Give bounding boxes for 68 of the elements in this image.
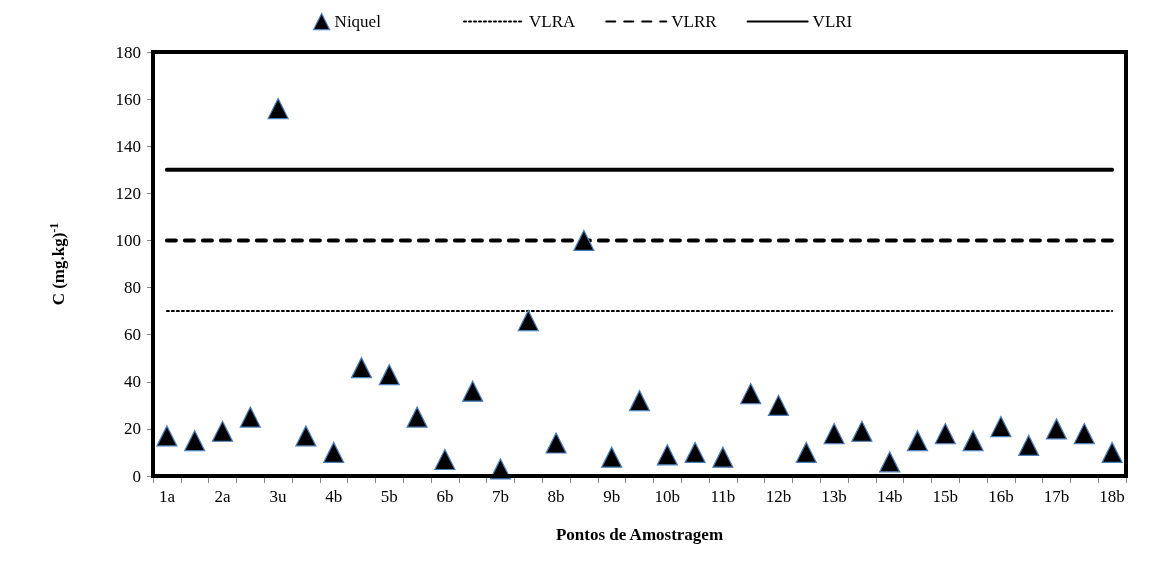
point bbox=[323, 441, 345, 464]
point bbox=[434, 448, 456, 471]
y-tick-label: 140 bbox=[115, 136, 141, 156]
point bbox=[1018, 434, 1040, 456]
point bbox=[350, 357, 373, 379]
x-tick-label: 11b bbox=[710, 487, 736, 506]
point bbox=[712, 446, 734, 468]
point bbox=[934, 423, 956, 445]
y-axis-title: C (mg.kg)-1 bbox=[47, 222, 68, 306]
point bbox=[267, 97, 289, 120]
y-tick-label: 0 bbox=[132, 466, 141, 486]
point bbox=[295, 425, 317, 447]
point bbox=[767, 394, 790, 416]
x-tick-label: 9b bbox=[603, 487, 621, 506]
point bbox=[1045, 418, 1068, 440]
x-tick-label: 12b bbox=[765, 487, 792, 506]
legend-label: Niquel bbox=[334, 12, 382, 32]
point bbox=[851, 420, 873, 442]
point bbox=[740, 382, 762, 405]
legend-label: VLRA bbox=[529, 12, 576, 31]
point bbox=[879, 451, 901, 473]
x-tick-label: 7b bbox=[492, 487, 509, 506]
point bbox=[462, 380, 484, 402]
point bbox=[211, 420, 234, 442]
x-tick-label: 5b bbox=[380, 487, 398, 506]
y-tick-label: 40 bbox=[124, 372, 141, 392]
point bbox=[517, 309, 539, 332]
point bbox=[823, 423, 845, 445]
point bbox=[1073, 423, 1095, 445]
x-tick-label: 10b bbox=[654, 487, 681, 506]
x-axis-title: Pontos de Amostragem bbox=[555, 525, 724, 544]
x-tick-label: 13b bbox=[821, 487, 847, 506]
legend-label: VLRR bbox=[671, 12, 718, 31]
x-tick-label: 8b bbox=[547, 487, 565, 506]
point bbox=[906, 430, 929, 452]
x-tick-label: 18b bbox=[1099, 487, 1125, 506]
x-tick-label: 2a bbox=[214, 487, 231, 506]
point bbox=[795, 441, 817, 464]
point bbox=[656, 444, 678, 466]
point bbox=[684, 441, 706, 464]
point bbox=[184, 430, 206, 452]
x-tick-label: 6b bbox=[436, 487, 454, 506]
point bbox=[601, 446, 623, 468]
y-tick-label: 180 bbox=[115, 42, 141, 62]
point bbox=[239, 406, 261, 428]
x-tick-label: 16b bbox=[988, 487, 1014, 506]
point bbox=[573, 229, 595, 252]
point bbox=[378, 364, 400, 386]
y-tick-label: 60 bbox=[124, 325, 141, 345]
y-tick-label: 100 bbox=[115, 230, 141, 250]
y-tick-label: 20 bbox=[124, 419, 141, 439]
legend-label: VLRI bbox=[812, 12, 853, 31]
y-tick-label: 120 bbox=[115, 183, 141, 203]
x-tick-label: 1a bbox=[158, 487, 176, 506]
point bbox=[406, 406, 428, 428]
point bbox=[1101, 441, 1123, 464]
point bbox=[545, 432, 567, 454]
x-tick-label: 15b bbox=[932, 487, 959, 506]
point bbox=[156, 425, 178, 447]
x-tick-label: 4b bbox=[325, 487, 343, 506]
point bbox=[962, 430, 984, 452]
x-tick-label: 3u bbox=[269, 487, 288, 506]
point bbox=[628, 390, 651, 412]
x-tick-label: 14b bbox=[876, 487, 903, 506]
point bbox=[990, 415, 1012, 438]
x-tick-label: 17b bbox=[1043, 487, 1070, 506]
y-tick-label: 160 bbox=[115, 89, 141, 109]
y-tick-label: 80 bbox=[124, 278, 141, 298]
